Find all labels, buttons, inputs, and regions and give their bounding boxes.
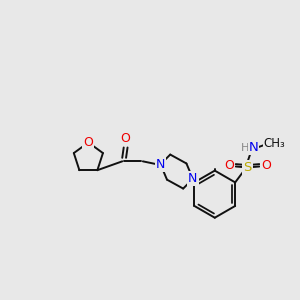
Text: O: O bbox=[262, 159, 271, 172]
Text: H: H bbox=[241, 142, 249, 153]
Text: O: O bbox=[121, 133, 130, 146]
Text: S: S bbox=[243, 160, 252, 174]
Text: N: N bbox=[249, 141, 258, 154]
Text: CH₃: CH₃ bbox=[264, 137, 286, 150]
Text: O: O bbox=[224, 159, 234, 172]
Text: N: N bbox=[156, 158, 165, 171]
Text: O: O bbox=[83, 136, 93, 149]
Text: N: N bbox=[188, 172, 198, 185]
